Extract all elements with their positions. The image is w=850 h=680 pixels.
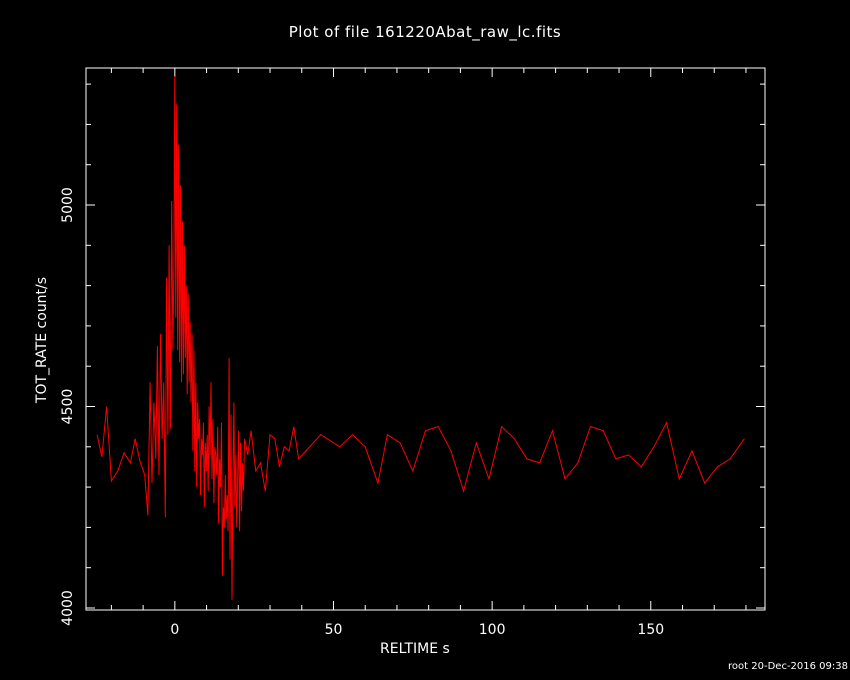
y-tick-label: 4500 (60, 389, 76, 425)
y-tick-label: 5000 (60, 187, 76, 223)
chart-title: Plot of file 161220Abat_raw_lc.fits (288, 23, 562, 41)
series-line (96, 76, 745, 600)
x-tick-label: 0 (170, 622, 179, 638)
x-tick-label: 100 (479, 622, 506, 638)
plot-frame (85, 67, 766, 611)
x-tick-label: 50 (325, 622, 343, 638)
footer-timestamp: root 20-Dec-2016 09:38 (728, 661, 848, 672)
series-group (96, 76, 745, 600)
x-tick-label: 150 (637, 622, 664, 638)
y-axis-label: TOT_RATE count/s (34, 276, 50, 404)
x-axis-label: RELTIME s (380, 641, 450, 657)
axis-ticks (86, 68, 765, 610)
axis-tick-labels: 0 50 100 150 4000 4500 5000 (60, 187, 664, 638)
y-tick-label: 4000 (60, 590, 76, 626)
